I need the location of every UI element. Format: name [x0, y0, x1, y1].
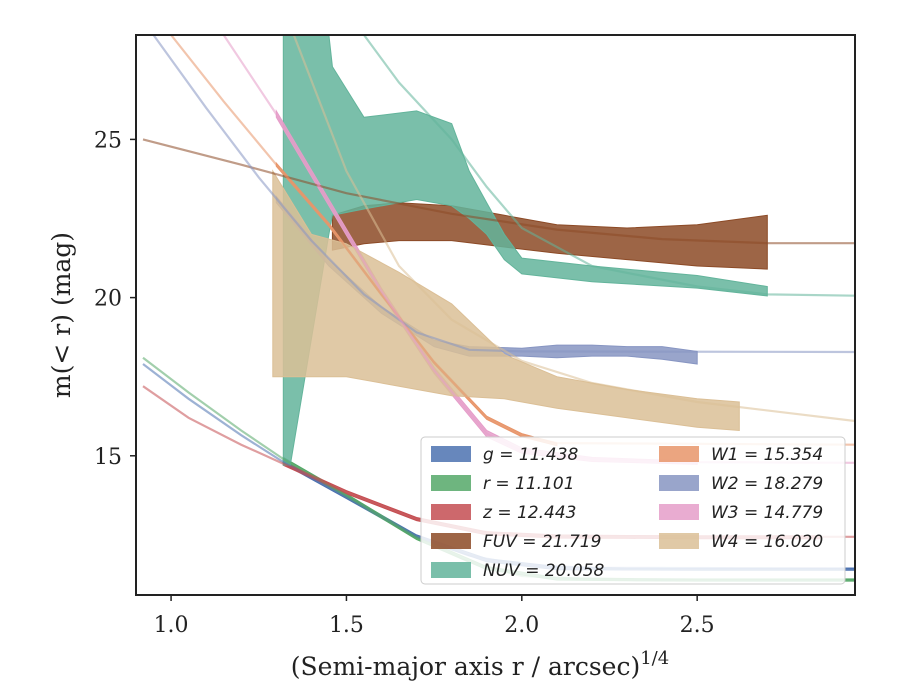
- legend-swatch-fuv: [431, 533, 471, 549]
- y-axis-label: m(< r) (mag): [47, 232, 76, 398]
- y-tick-label: 15: [94, 445, 122, 470]
- legend-swatch-w2: [659, 475, 699, 491]
- legend-entry-r: r = 11.101: [483, 474, 575, 494]
- model-curve-fuv: [142, 138, 855, 245]
- legend-swatch-nuv: [431, 562, 471, 578]
- legend-entry-w2: W2 = 18.279: [711, 474, 823, 494]
- x-tick-label: 1.0: [154, 613, 189, 638]
- y-tick-label: 25: [94, 128, 122, 153]
- x-tick-label: 2.5: [680, 613, 715, 638]
- legend-swatch-w3: [659, 504, 699, 520]
- y-tick-label: 20: [94, 287, 122, 312]
- x-tick-label: 1.5: [329, 613, 364, 638]
- legend-swatch-w4: [659, 533, 699, 549]
- x-axis-ticks: 1.0 1.5 2.0 2.5: [154, 595, 715, 638]
- legend-entry-nuv: NUV = 20.058: [483, 561, 605, 581]
- x-axis-label: (Semi-major axis r / arcsec)1/4: [291, 648, 669, 681]
- model-curve-w2: [152, 35, 855, 354]
- legend-entry-w3: W3 = 14.779: [711, 503, 823, 523]
- legend-entry-g: g = 11.438: [483, 445, 579, 465]
- band-w4: [272, 169, 740, 432]
- legend-swatch-z: [431, 504, 471, 520]
- model-curve-nuv: [363, 35, 855, 297]
- legend-swatch-w1: [659, 446, 699, 462]
- legend-entry-w4: W4 = 16.020: [711, 532, 823, 552]
- legend-swatch-r: [431, 475, 471, 491]
- legend-entry-z: z = 12.443: [482, 503, 576, 523]
- band-fuv: [331, 202, 768, 270]
- legend: g = 11.438 r = 11.101 z = 12.443 FUV = 21.7…: [420, 436, 846, 585]
- model-curve-w4: [292, 35, 855, 423]
- plot-frame: [135, 34, 856, 596]
- legend-entry-w1: W1 = 15.354: [711, 445, 823, 465]
- x-tick-label: 2.0: [504, 613, 539, 638]
- legend-frame: [420, 436, 846, 585]
- legend-entry-fuv: FUV = 21.719: [483, 532, 601, 552]
- legend-swatch-g: [431, 446, 471, 462]
- y-axis-ticks: 15 20 25: [94, 128, 136, 470]
